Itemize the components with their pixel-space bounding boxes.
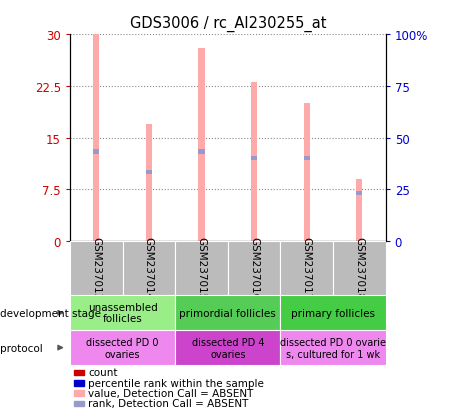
- Text: dissected PD 4
ovaries: dissected PD 4 ovaries: [192, 337, 264, 359]
- Bar: [175, 295, 281, 330]
- Bar: [175, 242, 228, 295]
- Bar: [281, 295, 386, 330]
- Text: percentile rank within the sample: percentile rank within the sample: [88, 378, 264, 388]
- Bar: [281, 330, 386, 366]
- Title: GDS3006 / rc_AI230255_at: GDS3006 / rc_AI230255_at: [129, 16, 326, 32]
- Text: value, Detection Call = ABSENT: value, Detection Call = ABSENT: [88, 388, 253, 398]
- Bar: [146, 171, 152, 175]
- Bar: [146, 125, 152, 242]
- Text: dissected PD 0 ovarie
s, cultured for 1 wk: dissected PD 0 ovarie s, cultured for 1 …: [280, 337, 386, 359]
- Text: primary follicles: primary follicles: [291, 308, 375, 318]
- Text: unassembled
follicles: unassembled follicles: [87, 302, 157, 324]
- Bar: [228, 242, 281, 295]
- Bar: [198, 49, 205, 242]
- Bar: [70, 295, 175, 330]
- Bar: [123, 242, 175, 295]
- Bar: [356, 180, 363, 242]
- Bar: [251, 83, 257, 242]
- Bar: [70, 330, 175, 366]
- Bar: [198, 150, 205, 154]
- Bar: [281, 242, 333, 295]
- Text: primordial follicles: primordial follicles: [179, 308, 276, 318]
- Text: count: count: [88, 368, 117, 377]
- Text: GSM237014: GSM237014: [144, 237, 154, 300]
- Bar: [175, 330, 281, 366]
- Bar: [93, 150, 99, 154]
- Text: GSM237018: GSM237018: [354, 237, 364, 300]
- Bar: [356, 191, 363, 195]
- Text: rank, Detection Call = ABSENT: rank, Detection Call = ABSENT: [88, 399, 249, 408]
- Text: GSM237015: GSM237015: [197, 237, 207, 300]
- Bar: [304, 157, 310, 161]
- Text: GSM237016: GSM237016: [249, 237, 259, 300]
- Text: dissected PD 0
ovaries: dissected PD 0 ovaries: [86, 337, 159, 359]
- Text: GSM237013: GSM237013: [91, 237, 101, 300]
- Bar: [93, 35, 99, 242]
- Bar: [251, 157, 257, 161]
- Text: protocol: protocol: [0, 343, 43, 353]
- Text: development stage: development stage: [0, 308, 101, 318]
- Bar: [70, 242, 123, 295]
- Bar: [304, 104, 310, 242]
- Bar: [333, 242, 386, 295]
- Text: GSM237017: GSM237017: [302, 237, 312, 300]
